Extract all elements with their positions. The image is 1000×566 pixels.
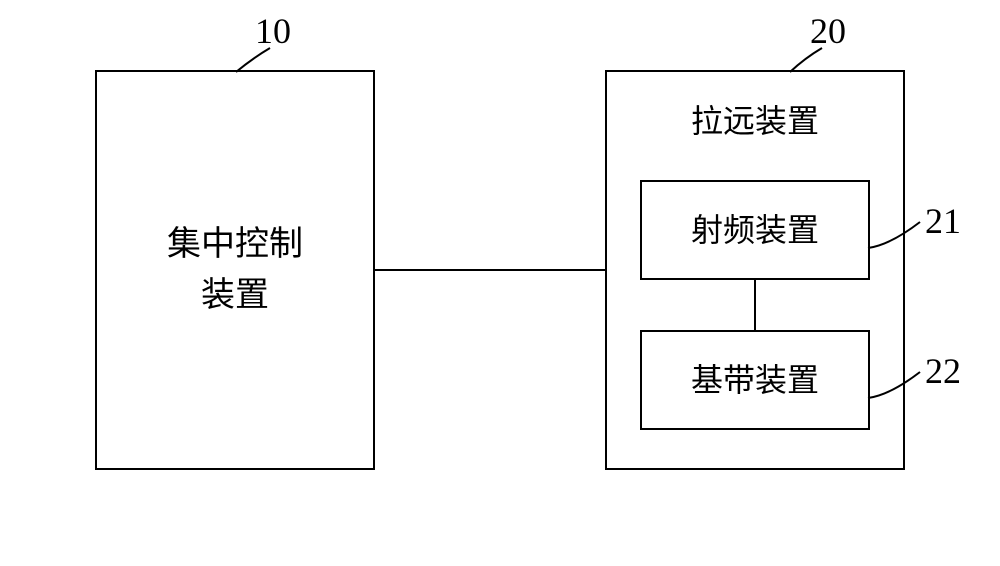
leader-22 [0, 0, 1000, 566]
diagram-container: 集中控制 装置 拉远装置 射频装置 基带装置 10 20 21 22 [0, 0, 1000, 566]
